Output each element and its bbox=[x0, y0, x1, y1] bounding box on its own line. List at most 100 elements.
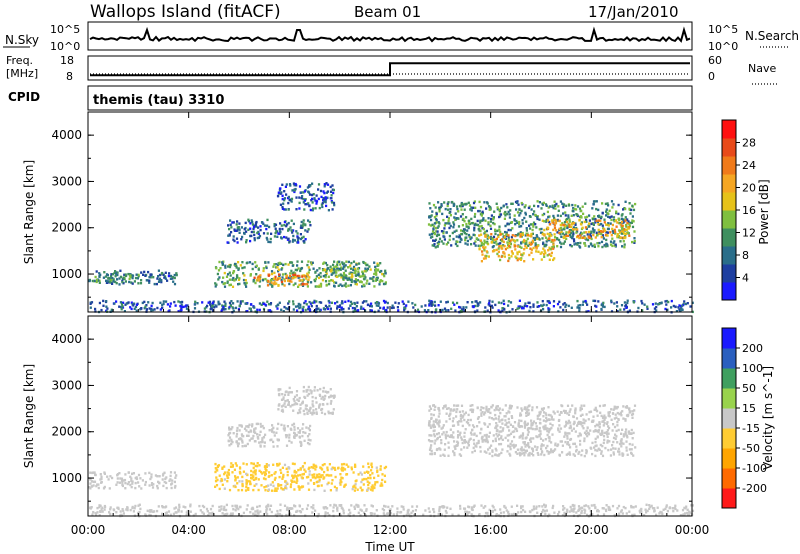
data-cell bbox=[318, 267, 321, 270]
data-cell bbox=[90, 480, 93, 483]
data-cell bbox=[244, 221, 247, 225]
data-cell bbox=[435, 230, 438, 233]
data-cell bbox=[524, 234, 527, 237]
data-cell bbox=[562, 308, 565, 312]
data-cell bbox=[441, 426, 444, 429]
data-cell bbox=[282, 202, 285, 205]
data-cell bbox=[373, 272, 376, 276]
data-cell bbox=[230, 300, 233, 303]
data-cell bbox=[149, 276, 152, 279]
data-cell bbox=[538, 218, 541, 221]
data-cell bbox=[592, 233, 595, 237]
data-cell bbox=[228, 265, 232, 269]
data-cell bbox=[573, 454, 576, 457]
data-cell bbox=[626, 299, 629, 302]
data-cell bbox=[131, 274, 135, 277]
data-cell bbox=[597, 232, 600, 235]
data-cell bbox=[584, 202, 587, 205]
data-cell bbox=[641, 309, 644, 312]
data-cell bbox=[232, 276, 235, 280]
data-cell bbox=[357, 511, 360, 514]
data-cell bbox=[610, 234, 613, 237]
data-cell bbox=[429, 440, 432, 443]
data-cell bbox=[602, 420, 605, 423]
data-cell bbox=[604, 233, 608, 237]
data-cell bbox=[165, 476, 168, 479]
data-cell bbox=[119, 510, 122, 513]
data-cell bbox=[445, 430, 448, 434]
data-cell bbox=[501, 429, 504, 432]
data-cell bbox=[303, 190, 306, 193]
data-cell bbox=[302, 197, 305, 201]
data-cell bbox=[245, 481, 248, 485]
data-cell bbox=[153, 282, 156, 286]
data-cell bbox=[308, 220, 311, 224]
data-cell bbox=[223, 300, 226, 303]
data-cell bbox=[220, 477, 223, 481]
data-cell bbox=[387, 505, 390, 509]
data-cell bbox=[476, 425, 479, 428]
data-cell bbox=[473, 226, 476, 230]
data-cell bbox=[285, 224, 288, 228]
data-cell bbox=[294, 305, 298, 308]
data-cell bbox=[569, 231, 573, 235]
data-cell bbox=[109, 475, 112, 478]
data-cell bbox=[586, 426, 589, 429]
data-cell bbox=[255, 220, 258, 224]
data-cell bbox=[437, 512, 440, 516]
data-cell bbox=[367, 465, 370, 469]
program-name: themis (tau) 3310 bbox=[93, 93, 224, 108]
data-cell bbox=[479, 219, 482, 222]
data-cell bbox=[144, 472, 147, 475]
data-cell bbox=[621, 245, 624, 248]
data-cell bbox=[486, 201, 489, 204]
data-cell bbox=[474, 206, 477, 209]
data-cell bbox=[595, 207, 598, 211]
data-cell bbox=[324, 275, 327, 279]
data-cell bbox=[473, 215, 476, 218]
data-cell bbox=[449, 224, 452, 228]
data-cell bbox=[606, 441, 609, 444]
data-cell bbox=[217, 278, 220, 281]
data-cell bbox=[597, 447, 600, 450]
data-cell bbox=[478, 225, 481, 228]
data-cell bbox=[324, 183, 327, 186]
data-cell bbox=[506, 212, 509, 216]
data-cell bbox=[503, 235, 506, 238]
data-cell bbox=[216, 478, 219, 482]
data-cell bbox=[501, 307, 504, 310]
data-cell bbox=[633, 409, 636, 412]
data-cell bbox=[497, 255, 500, 258]
data-cell bbox=[370, 463, 373, 466]
data-cell bbox=[480, 414, 483, 417]
data-cell bbox=[123, 478, 127, 482]
data-cell bbox=[372, 279, 375, 283]
data-cell bbox=[267, 484, 270, 487]
data-cell bbox=[215, 476, 218, 479]
data-cell bbox=[316, 484, 319, 488]
data-cell bbox=[313, 488, 316, 492]
data-cell bbox=[541, 300, 544, 303]
data-cell bbox=[119, 477, 122, 480]
data-cell bbox=[98, 281, 101, 284]
data-cell bbox=[580, 223, 583, 226]
data-cell bbox=[611, 229, 614, 233]
data-cell bbox=[242, 511, 245, 515]
data-cell bbox=[453, 453, 456, 457]
data-cell bbox=[408, 513, 411, 516]
data-cell bbox=[250, 310, 253, 313]
data-cell bbox=[607, 432, 610, 435]
data-cell bbox=[548, 439, 551, 443]
data-cell bbox=[484, 230, 487, 234]
data-cell bbox=[339, 480, 343, 484]
colorbar-swatch bbox=[722, 156, 736, 175]
data-cell bbox=[453, 451, 456, 455]
data-cell bbox=[550, 415, 553, 418]
data-cell bbox=[308, 204, 311, 208]
data-cell bbox=[575, 242, 578, 245]
data-cell bbox=[539, 231, 543, 234]
data-cell bbox=[232, 271, 235, 275]
data-cell bbox=[625, 440, 628, 443]
data-cell bbox=[221, 304, 224, 307]
data-cell bbox=[238, 429, 241, 432]
